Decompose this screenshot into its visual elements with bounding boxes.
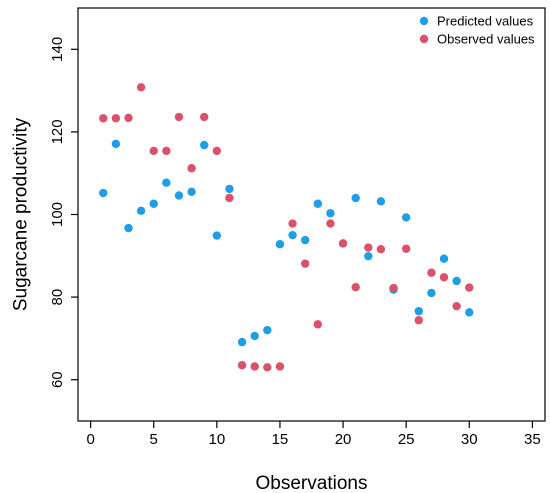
x-tick-label: 5: [150, 431, 158, 448]
observed-point: [338, 239, 348, 248]
x-axis: 0 5 10 15 20 25 30 35: [86, 421, 541, 448]
x-tick-label: 35: [524, 431, 541, 448]
y-axis: 60 80 100 120 140: [49, 37, 78, 388]
predicted-point: [200, 140, 209, 150]
observed-point: [351, 282, 360, 292]
predicted-point: [263, 325, 272, 335]
y-tick-label: 140: [49, 37, 66, 62]
predicted-point: [439, 254, 449, 263]
series-predicted: [99, 139, 474, 347]
observed-point: [237, 361, 247, 370]
observed-point: [174, 112, 184, 122]
predicted-point: [225, 184, 234, 194]
y-axis-title: Sugarcane productivity: [11, 117, 32, 311]
legend-marker: [419, 34, 429, 44]
observed-point: [275, 362, 285, 371]
predicted-point: [300, 235, 310, 245]
observed-point: [300, 259, 310, 268]
predicted-point: [250, 331, 259, 341]
plot-frame: [77, 7, 546, 422]
observed-point: [389, 283, 398, 293]
plot-border: [77, 7, 546, 422]
predicted-point: [187, 187, 196, 196]
predicted-point: [414, 306, 423, 316]
observed-point: [414, 316, 423, 325]
predicted-point: [124, 223, 133, 233]
predicted-point: [376, 197, 386, 206]
legend-label: Observed values: [437, 32, 535, 47]
observed-point: [250, 362, 259, 371]
observed-point: [326, 219, 335, 228]
predicted-point: [275, 240, 285, 249]
observed-point: [187, 164, 196, 173]
y-tick-label: 120: [49, 119, 66, 144]
observed-point: [313, 320, 323, 329]
predicted-point: [313, 199, 323, 208]
observed-point: [465, 283, 474, 292]
observed-point: [99, 114, 108, 123]
observed-point: [162, 146, 171, 156]
predicted-point: [174, 191, 184, 200]
observed-point: [200, 112, 209, 122]
predicted-point: [149, 199, 158, 208]
x-tick-label: 25: [398, 431, 415, 448]
predicted-point: [212, 231, 222, 240]
predicted-point: [288, 230, 297, 240]
predicted-point: [111, 139, 121, 149]
predicted-point: [136, 206, 146, 215]
predicted-point: [401, 213, 411, 222]
observed-point: [288, 219, 297, 228]
predicted-point: [465, 308, 474, 317]
x-tick-label: 10: [208, 431, 225, 448]
legend: Predicted values Observed values: [419, 14, 535, 47]
observed-point: [452, 301, 461, 311]
predicted-point: [237, 337, 247, 347]
y-tick-label: 100: [49, 202, 66, 227]
observed-point: [401, 244, 411, 253]
predicted-point: [326, 209, 335, 218]
observed-point: [376, 244, 386, 254]
legend-label: Predicted values: [437, 14, 534, 29]
observed-point: [225, 193, 234, 203]
observed-point: [124, 113, 133, 123]
x-tick-label: 0: [86, 431, 94, 448]
observed-point: [427, 268, 436, 277]
predicted-point: [364, 252, 373, 261]
x-axis-title: Observations: [256, 473, 368, 493]
predicted-point: [427, 288, 436, 298]
observed-point: [149, 146, 158, 156]
data-points: [99, 83, 474, 372]
observed-point: [111, 114, 121, 123]
y-tick-label: 80: [49, 289, 66, 306]
legend-marker: [419, 16, 429, 26]
observed-point: [212, 146, 222, 156]
x-tick-label: 30: [461, 431, 478, 448]
predicted-point: [452, 276, 461, 286]
observed-point: [263, 363, 272, 372]
observed-point: [439, 273, 449, 282]
predicted-point: [351, 193, 360, 203]
predicted-point: [162, 178, 171, 187]
observed-point: [364, 243, 373, 252]
y-tick-label: 60: [49, 371, 66, 388]
x-tick-label: 15: [272, 431, 289, 448]
predicted-point: [99, 188, 108, 198]
observed-point: [136, 83, 146, 92]
x-tick-label: 20: [335, 431, 352, 448]
series-observed: [99, 83, 474, 372]
